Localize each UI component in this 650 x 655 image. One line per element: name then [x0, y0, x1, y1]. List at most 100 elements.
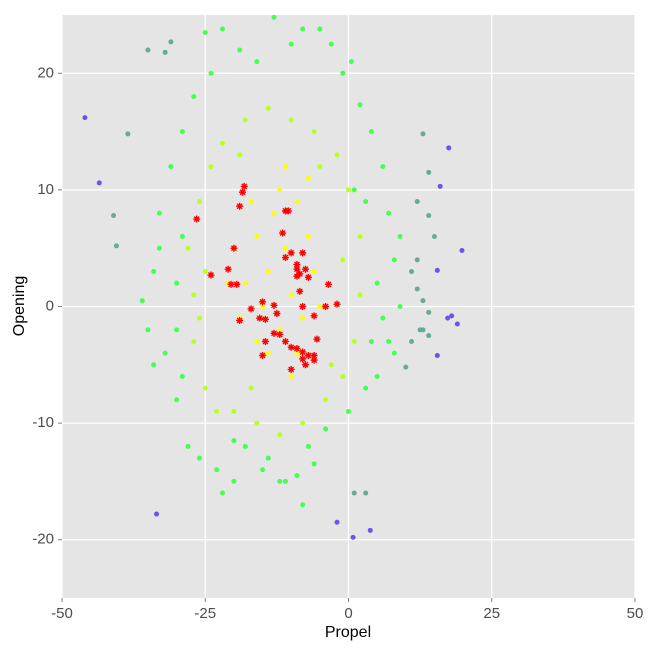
point [125, 131, 131, 137]
point [323, 426, 329, 432]
point [434, 267, 440, 273]
point [420, 298, 426, 304]
star-point [236, 316, 244, 324]
star-point [270, 329, 278, 337]
x-tick-label: 0 [344, 605, 352, 622]
star-point [259, 351, 267, 359]
star-point [302, 361, 310, 369]
y-tick-label: 10 [37, 181, 54, 198]
y-axis-title: Opening [11, 276, 28, 337]
point [271, 210, 277, 216]
point [323, 397, 329, 403]
point [340, 257, 346, 263]
point [260, 467, 266, 473]
point [277, 327, 283, 333]
point [237, 152, 243, 158]
point [391, 350, 397, 356]
point [420, 131, 426, 137]
point [357, 292, 363, 298]
star-point [304, 273, 312, 281]
point [96, 180, 102, 186]
x-tick-label: -50 [51, 605, 73, 622]
point [380, 315, 386, 321]
point [282, 478, 288, 484]
point [391, 257, 397, 263]
star-point [293, 344, 301, 352]
point [219, 26, 225, 32]
point [271, 14, 277, 20]
star-point [233, 280, 241, 288]
star-point [224, 265, 232, 273]
point [397, 304, 403, 309]
point [231, 408, 237, 414]
star-point [310, 312, 318, 320]
point [174, 397, 180, 403]
point [242, 280, 248, 286]
star-point [299, 249, 307, 257]
point [386, 338, 392, 344]
star-point [207, 271, 215, 279]
point [334, 152, 340, 158]
star-point [310, 356, 318, 364]
point [202, 29, 208, 35]
point [363, 199, 369, 205]
point [350, 534, 356, 540]
point [311, 461, 317, 467]
point [346, 408, 351, 414]
point [426, 309, 432, 315]
star-point [238, 188, 246, 196]
star-point [293, 272, 301, 280]
point [409, 338, 415, 344]
point [162, 49, 168, 55]
point [386, 210, 392, 216]
point [151, 362, 157, 368]
point [242, 443, 248, 449]
star-point [287, 249, 295, 257]
point [185, 245, 191, 251]
point [214, 408, 220, 414]
point [145, 327, 151, 333]
point [248, 385, 254, 391]
point [179, 373, 185, 379]
point [414, 257, 420, 263]
point [414, 286, 420, 292]
star-point [227, 280, 235, 288]
x-tick-label: 25 [483, 605, 500, 622]
star-point [296, 270, 304, 278]
point [288, 292, 294, 298]
point [346, 187, 351, 193]
point [340, 373, 346, 379]
point [305, 443, 311, 449]
point [328, 41, 334, 47]
point [449, 313, 455, 319]
point [459, 248, 465, 254]
y-tick-label: 0 [46, 297, 54, 314]
point [294, 199, 300, 205]
point [403, 364, 409, 370]
point [197, 455, 203, 461]
star-point [270, 301, 278, 309]
point [334, 519, 340, 525]
point [154, 511, 160, 517]
point [231, 438, 237, 444]
point [82, 115, 88, 121]
point [174, 280, 180, 286]
point [431, 234, 437, 240]
star-point [299, 348, 307, 356]
point [305, 234, 311, 240]
star-point [313, 335, 321, 343]
point [185, 443, 191, 449]
point [254, 338, 260, 344]
point [191, 94, 197, 100]
point [454, 321, 460, 327]
star-point [256, 314, 264, 322]
point [219, 490, 225, 496]
point [357, 234, 363, 240]
point [351, 490, 357, 496]
point [237, 47, 243, 53]
y-tick-label: 20 [37, 64, 54, 81]
star-point [287, 365, 295, 373]
point [434, 352, 440, 358]
star-point [287, 343, 295, 351]
